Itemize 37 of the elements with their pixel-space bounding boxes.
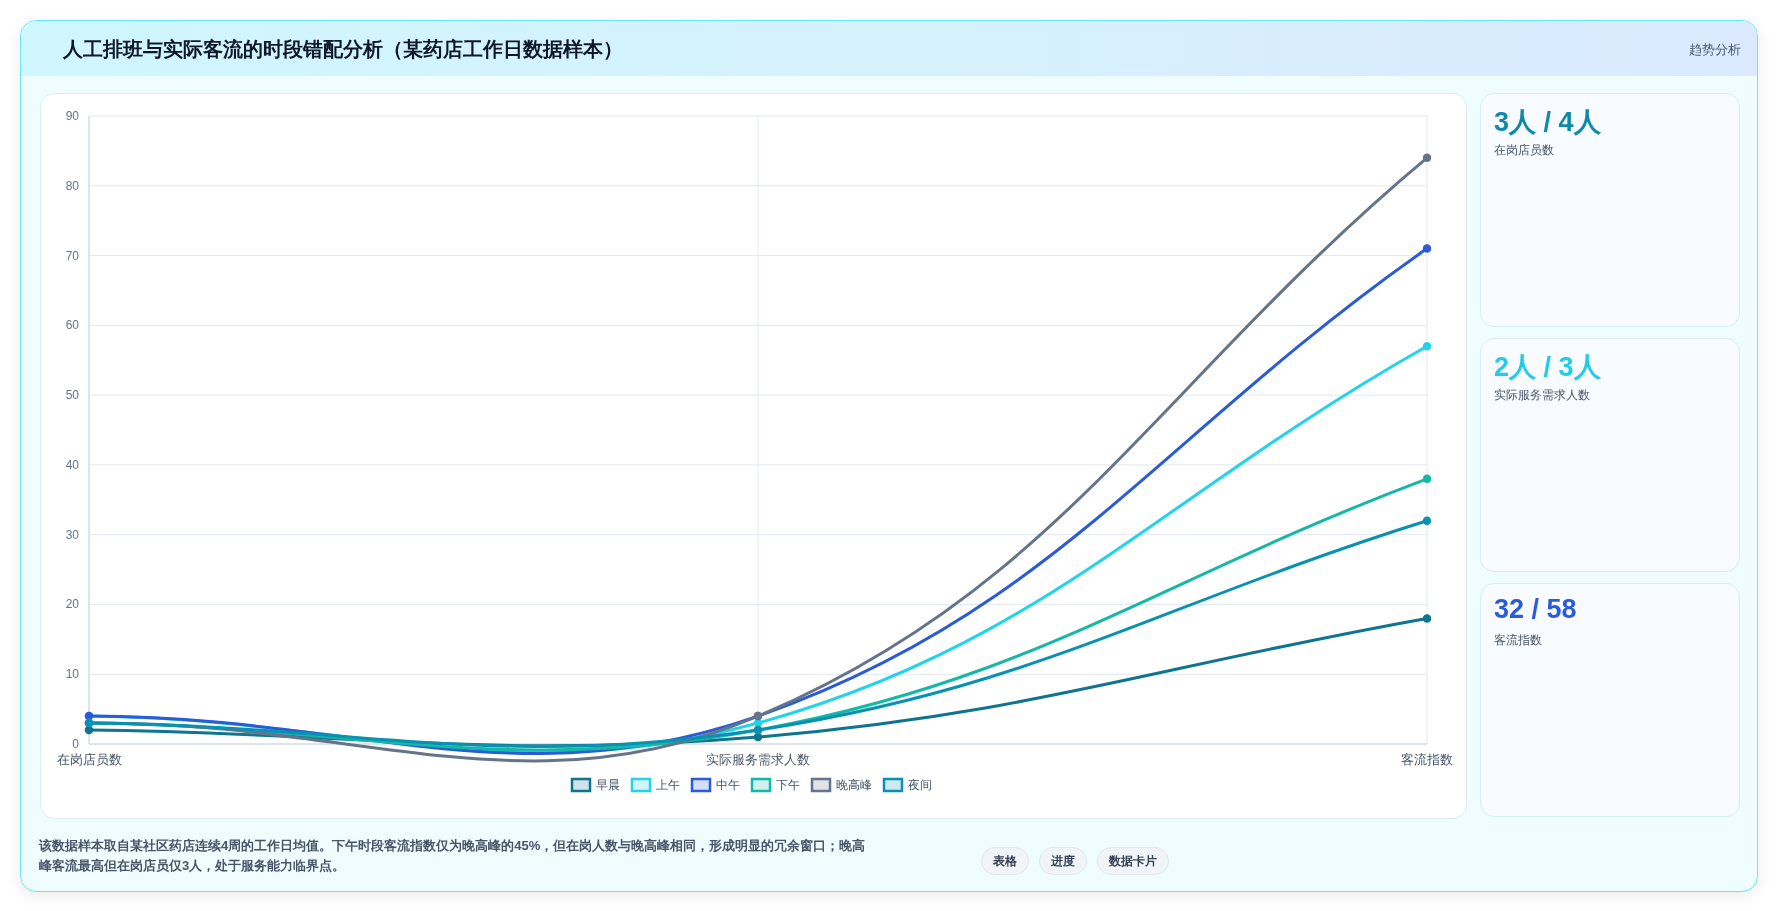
legend-label: 上午 xyxy=(656,778,680,792)
text: 表格 xyxy=(981,847,1029,875)
point xyxy=(1422,516,1432,525)
text: 2人 / 3人 xyxy=(1494,351,1601,384)
text: 该数据样本取自某社区药店连续4周的工作日均值。下午时段客流指数仅为晚高峰的45%，但在岗人数与晚高峰相同，形成明显的冗余窗口；晚高峰客流最高但在岗店员仅3人，处于服务能力临界点。 xyxy=(39,837,867,875)
text: 趋势分析 xyxy=(1689,41,1741,59)
text: 在岗店员数 xyxy=(1494,142,1554,159)
legend-label: 夜间 xyxy=(908,778,932,792)
point xyxy=(1422,614,1432,623)
y-tick-label: 10 xyxy=(65,667,80,682)
y-tick-label: 70 xyxy=(65,248,80,263)
y-tick-label: 0 xyxy=(72,737,80,751)
text: 进度 xyxy=(1039,847,1087,875)
text: 客流指数 xyxy=(1494,632,1542,649)
y-tick-label: 40 xyxy=(65,457,80,472)
point xyxy=(1422,474,1432,484)
y-tick-label: 20 xyxy=(65,597,80,612)
y-tick-label: 60 xyxy=(65,318,80,333)
y-tick-label: 80 xyxy=(65,178,80,193)
legend-label: 中午 xyxy=(716,778,740,792)
y-tick-label: 30 xyxy=(65,527,80,542)
point xyxy=(1422,342,1432,351)
y-tick-label: 90 xyxy=(65,109,80,123)
chart-title: 人工排班与实际客流的时段错配分析（某药店工作日数据样本） xyxy=(63,37,623,62)
text: 3人 / 4人 xyxy=(1494,106,1601,139)
point xyxy=(1422,244,1432,253)
text: 实际服务需求人数 xyxy=(1494,387,1590,404)
text: 32 / 58 xyxy=(1494,594,1577,625)
y-tick-label: 50 xyxy=(65,388,80,403)
point xyxy=(1422,153,1432,163)
x-tick-label: 实际服务需求人数 xyxy=(706,752,810,767)
legend-label: 晚高峰 xyxy=(836,778,872,792)
legend-label: 下午 xyxy=(776,778,800,792)
x-tick-label: 客流指数 xyxy=(1401,752,1453,767)
x-tick-label: 在岗店员数 xyxy=(56,752,122,767)
legend-label: 早晨 xyxy=(596,778,620,792)
text: 数据卡片 xyxy=(1097,847,1169,875)
